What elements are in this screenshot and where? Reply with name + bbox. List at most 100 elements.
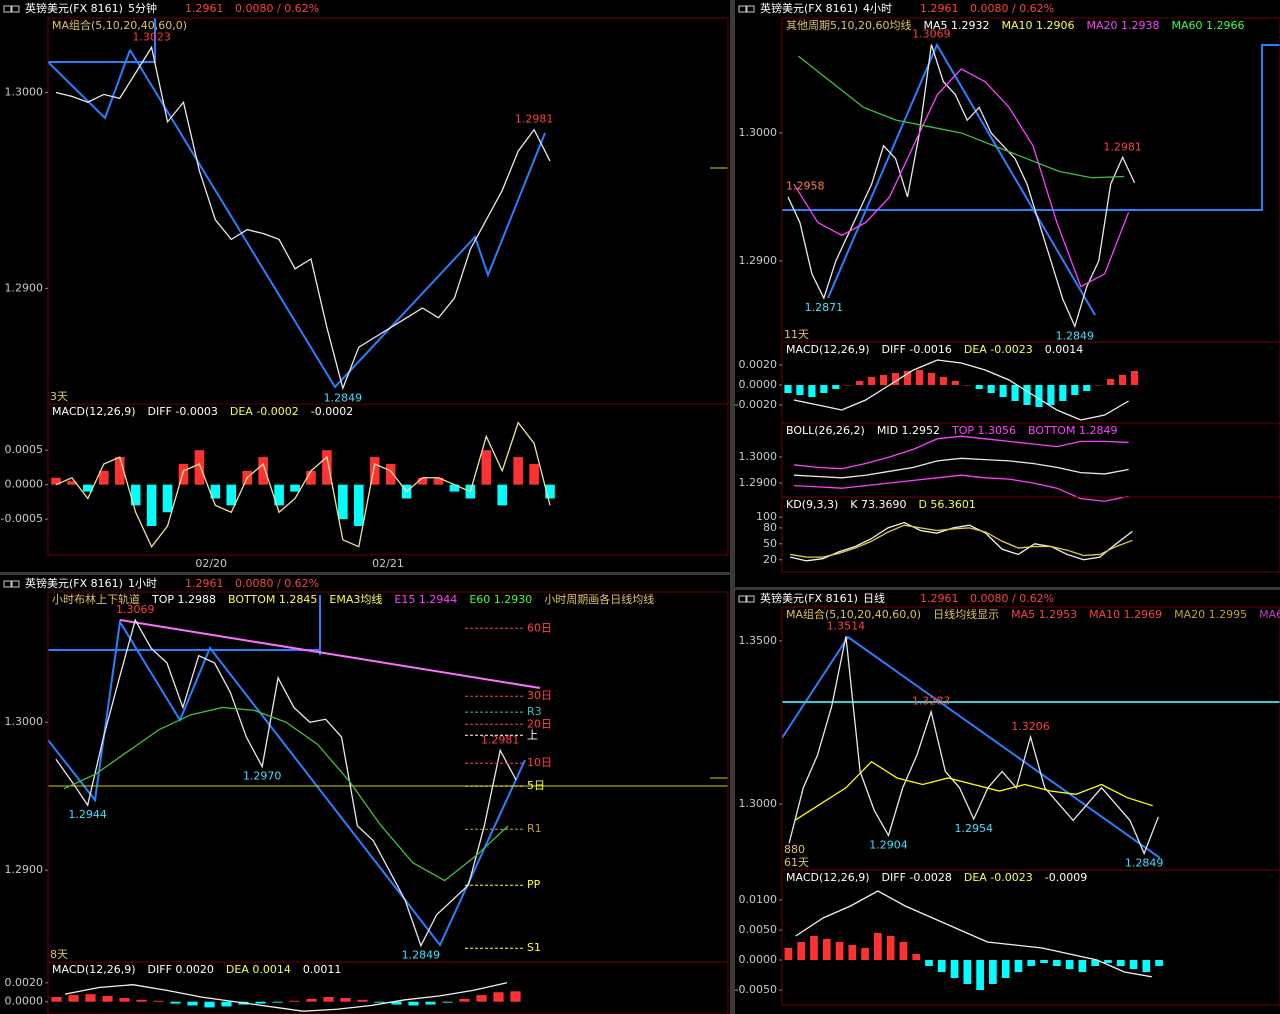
histogram-bar <box>136 999 147 1002</box>
histogram-bar <box>832 385 840 389</box>
legend-item[interactable]: BOLL(26,26,2) <box>786 424 865 437</box>
level-label: R1 <box>527 822 542 835</box>
histogram-bar <box>989 960 997 984</box>
histogram-bar <box>950 960 959 978</box>
histogram-bar <box>425 1001 436 1005</box>
legend-item[interactable]: MACD(12,26,9) <box>786 343 870 356</box>
histogram-bar <box>903 371 912 385</box>
histogram-bar <box>784 948 793 960</box>
level-label: PP <box>527 878 541 891</box>
legend-item: MA10 1.2969 <box>1089 608 1162 621</box>
period-selector[interactable]: 日线 <box>863 591 885 605</box>
window-icon <box>738 595 747 603</box>
legend-item[interactable]: MA组合(5,10,20,40,60,0) <box>52 18 187 32</box>
zigzag <box>781 635 1161 859</box>
level-label: S1 <box>527 941 541 954</box>
histogram-bar <box>1011 385 1019 401</box>
legend-item[interactable]: MA组合(5,10,20,40,60,0) <box>786 607 921 621</box>
period-selector[interactable]: 5分钟 <box>128 1 157 15</box>
histogram-bar <box>1095 385 1103 386</box>
y-tick-label: 100 <box>756 510 777 523</box>
legend-item: BOTTOM 1.2849 <box>1028 424 1117 437</box>
price-note: 1.2849 <box>402 949 441 962</box>
y-tick-label: 1.3000 <box>739 450 778 463</box>
price-note: 1.2954 <box>954 822 993 835</box>
plot-frame <box>781 869 1280 1006</box>
histogram-bar <box>1119 375 1127 385</box>
price-note: 1.2871 <box>805 301 844 314</box>
histogram-bar <box>844 385 852 386</box>
y-tick-label: 0.0000 <box>739 378 778 391</box>
period-selector[interactable]: 1小时 <box>128 577 157 590</box>
y-tick-label: -0.0005 <box>1 512 43 525</box>
legend-item[interactable]: KD(9,3,3) <box>786 498 838 511</box>
window-icon <box>11 580 20 588</box>
header-text: 英镑美元(FX 8161) <box>760 1 858 15</box>
histogram-bar <box>338 484 348 520</box>
legend-item: 0.0014 <box>1045 343 1084 356</box>
level-label: 1.2958 <box>786 180 825 193</box>
price-note: 1.2981 <box>481 733 520 746</box>
window-icon <box>11 5 20 13</box>
histogram-bar <box>856 381 864 385</box>
histogram-bar <box>963 960 972 984</box>
histogram-bar <box>999 385 1007 397</box>
histogram-bar <box>963 385 971 386</box>
histogram-bar <box>51 477 61 485</box>
level-label: 60日 <box>527 621 552 634</box>
trend-box <box>782 44 1280 211</box>
series-line <box>788 636 1159 856</box>
legend-item[interactable]: 小时布林上下轨道 <box>52 592 140 606</box>
window-icon <box>746 5 755 13</box>
price-note: 1.3206 <box>1011 720 1050 733</box>
legend-item[interactable]: 其他周期5,10,20,60均线 <box>786 18 911 32</box>
legend-item: E60 1.2930 <box>469 593 532 606</box>
histogram-bar <box>226 484 237 506</box>
histogram-bar <box>119 997 130 1002</box>
histogram-bar <box>822 939 831 960</box>
legend-item[interactable]: MACD(12,26,9) <box>52 963 136 976</box>
divider <box>730 0 735 1014</box>
legend-item: TOP 1.3056 <box>951 424 1016 437</box>
legend-item[interactable]: MACD(12,26,9) <box>52 405 136 418</box>
series-line <box>55 45 551 391</box>
y-tick-label: 1.3000 <box>739 126 778 139</box>
legend-item: MA20 1.2995 <box>1174 608 1247 621</box>
histogram-bar <box>880 375 888 385</box>
histogram-bar <box>1078 960 1087 972</box>
series-line <box>787 44 1136 329</box>
y-tick-label: 50 <box>763 537 777 550</box>
price-note: 1.2944 <box>68 808 107 821</box>
histogram-bar <box>899 942 908 960</box>
y-tick-label: 1.3000 <box>739 797 778 810</box>
plot-frame <box>47 961 729 1014</box>
legend-item: DIFF -0.0003 <box>148 405 218 418</box>
header-text: 0.0080 / 0.62% <box>970 592 1054 605</box>
price-note: 1.3283 <box>912 695 951 708</box>
y-tick-label: 1.2900 <box>739 476 778 489</box>
divider <box>735 587 1280 590</box>
price-note: 1.3069 <box>116 603 155 616</box>
legend-item[interactable]: MACD(12,26,9) <box>786 871 870 884</box>
price-note: 1.2981 <box>515 113 554 126</box>
period-selector[interactable]: 4小时 <box>863 2 892 15</box>
histogram-bar <box>1065 960 1074 969</box>
y-tick-label: 1.3000 <box>5 85 44 98</box>
y-tick-label: 20 <box>763 553 777 566</box>
legend-item: BOTTOM 1.2845 <box>228 593 317 606</box>
histogram-bar <box>374 1001 385 1003</box>
histogram-bar <box>306 998 317 1002</box>
series-line <box>790 521 1133 562</box>
histogram-bar <box>322 450 332 485</box>
legend-item: 日线均线显示 <box>933 607 999 621</box>
divider <box>0 572 730 575</box>
legend-item: DEA 0.0014 <box>226 963 291 976</box>
histogram-bar <box>510 991 521 1002</box>
legend-item: MA60 1.2966 <box>1171 19 1244 32</box>
price-note: 1.2981 <box>1103 140 1142 153</box>
histogram-bar <box>797 942 806 960</box>
legend-item: MA20 1.2938 <box>1086 19 1159 32</box>
histogram-bar <box>433 477 444 485</box>
